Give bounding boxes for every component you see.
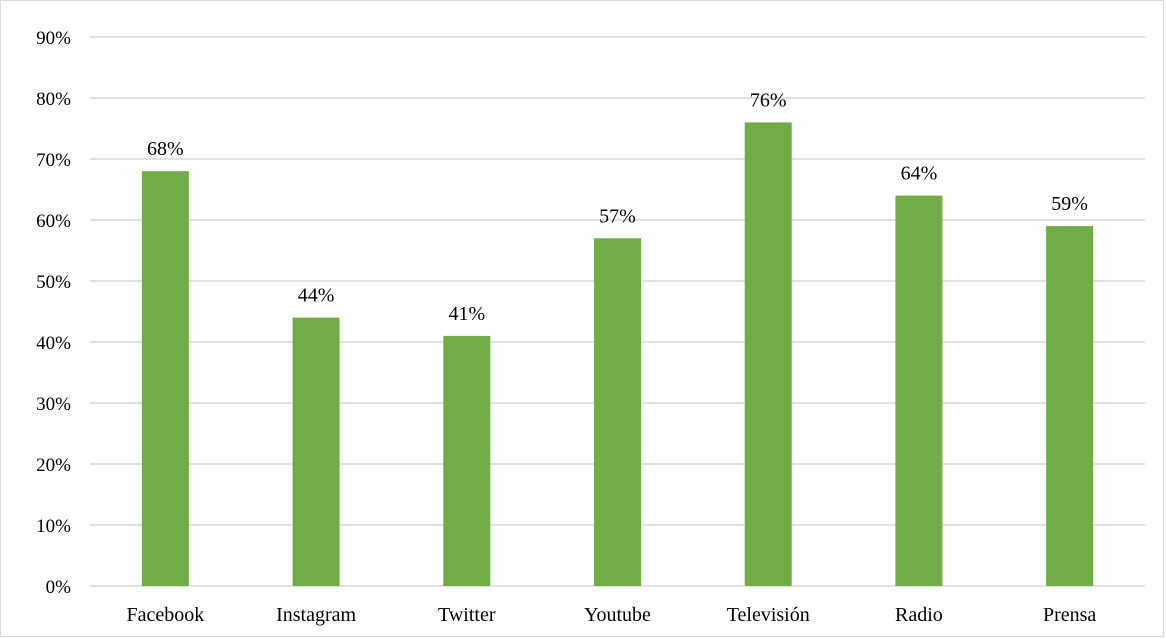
data-label: 41% xyxy=(448,303,485,325)
y-tick-label: 10% xyxy=(36,516,71,537)
gridlines xyxy=(90,36,1145,587)
bars xyxy=(141,122,1094,587)
bar xyxy=(292,317,340,586)
data-label: 68% xyxy=(147,138,184,160)
y-tick-label: 20% xyxy=(36,455,71,476)
x-category-label: Facebook xyxy=(126,604,204,626)
bar xyxy=(443,335,491,586)
bar xyxy=(141,171,189,586)
data-label: 44% xyxy=(298,285,335,307)
data-label: 57% xyxy=(599,205,636,227)
y-tick-label: 30% xyxy=(36,394,71,415)
data-label: 64% xyxy=(901,163,938,185)
x-category-label: Instagram xyxy=(276,604,356,626)
y-tick-label: 90% xyxy=(36,28,71,49)
y-tick-label: 50% xyxy=(36,272,71,293)
x-category-label: Youtube xyxy=(584,604,651,626)
y-axis-tick-labels: 0% 10% 20% 30% 40% 50% 60% 70% 80% 90% xyxy=(36,28,71,598)
bar xyxy=(895,195,943,586)
x-axis-category-labels: Facebook Instagram Twitter Youtube Televisió… xyxy=(126,604,1096,626)
data-label: 59% xyxy=(1051,193,1088,215)
y-tick-label: 40% xyxy=(36,333,71,354)
x-category-label: Twitter xyxy=(438,604,496,626)
bar xyxy=(594,238,641,587)
data-labels: 68% 44% 41% 57% 76% 64% 59% xyxy=(147,89,1088,325)
x-category-label: Televisión xyxy=(727,604,810,626)
y-tick-label: 0% xyxy=(46,577,72,598)
data-label: 76% xyxy=(750,89,787,111)
x-category-label: Radio xyxy=(895,604,943,626)
x-category-label: Prensa xyxy=(1043,604,1096,626)
y-tick-label: 80% xyxy=(36,89,71,110)
y-tick-label: 70% xyxy=(36,150,71,171)
y-tick-label: 60% xyxy=(36,211,71,232)
bar xyxy=(744,122,792,587)
bar xyxy=(1046,226,1094,586)
